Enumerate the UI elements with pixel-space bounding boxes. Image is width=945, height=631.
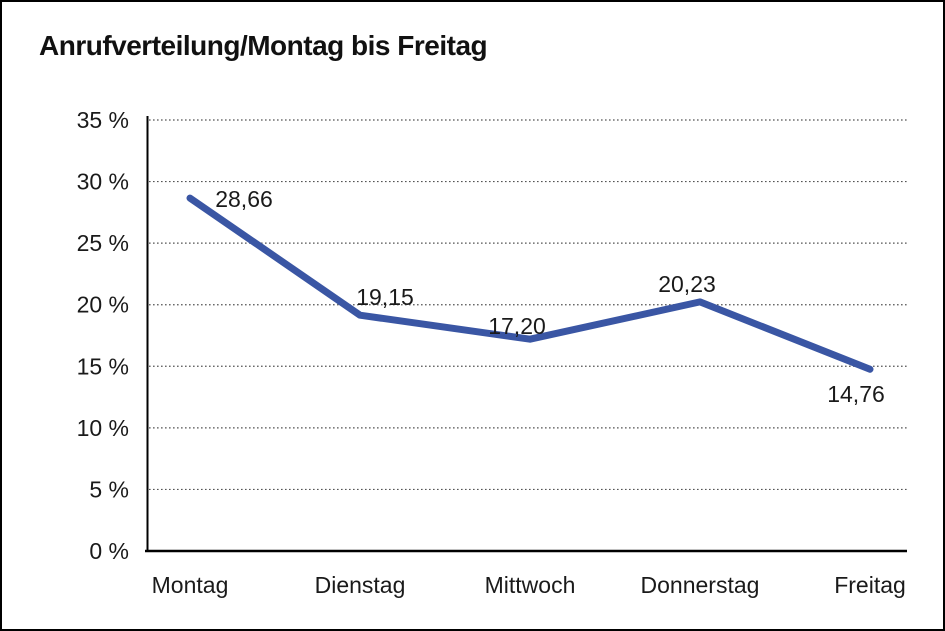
data-label: 14,76 — [827, 381, 885, 407]
y-tick-label: 5 % — [89, 476, 129, 502]
series-line — [186, 194, 874, 373]
x-category-label: Donnerstag — [641, 572, 760, 598]
x-category-label: Montag — [152, 572, 229, 598]
y-tick-label: 35 % — [77, 107, 129, 133]
data-label: 28,66 — [215, 186, 273, 212]
y-tick-label: 25 % — [77, 230, 129, 256]
x-category-label: Dienstag — [315, 572, 406, 598]
data-label: 19,15 — [356, 284, 414, 310]
x-category-label: Freitag — [834, 572, 906, 598]
chart-title: Anrufverteilung/Montag bis Freitag — [39, 30, 488, 61]
y-tick-label: 10 % — [77, 415, 129, 441]
y-tick-label: 30 % — [77, 169, 129, 195]
data-label: 20,23 — [658, 271, 716, 297]
y-tick-label: 0 % — [89, 538, 129, 564]
y-tick-label: 20 % — [77, 292, 129, 318]
x-category-label: Mittwoch — [485, 572, 576, 598]
y-tick-label: 15 % — [77, 353, 129, 379]
data-label: 17,20 — [488, 313, 546, 339]
